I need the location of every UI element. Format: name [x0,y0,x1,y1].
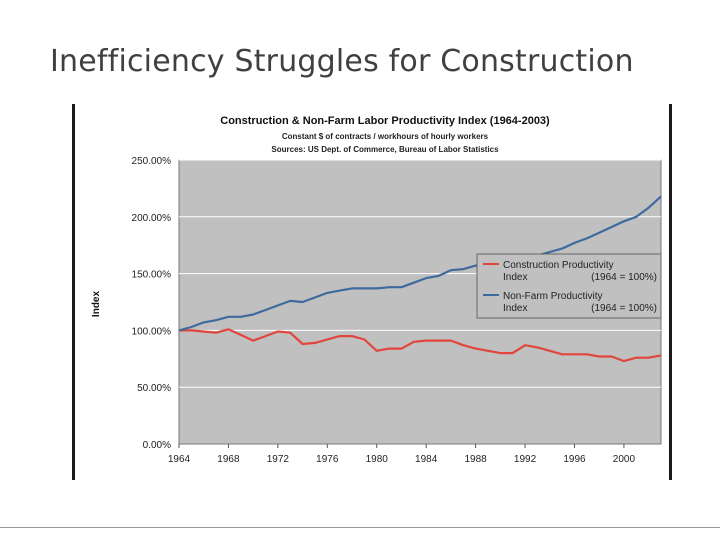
x-tick-label: 1992 [514,454,537,465]
legend-label: (1964 = 100%) [591,272,657,283]
x-tick-label: 1964 [168,454,191,465]
chart-subtitle-line-1: Constant $ of contracts / workhours of h… [282,132,489,141]
y-tick-label: 200.00% [132,213,172,224]
x-tick-label: 1972 [267,454,290,465]
x-tick-label: 1980 [366,454,389,465]
productivity-line-chart: Construction & Non-Farm Labor Productivi… [91,115,662,465]
legend-label: Non-Farm Productivity [503,291,602,302]
x-tick-label: 1988 [464,454,487,465]
legend-label: Index [503,272,527,283]
chart-subtitle-line-2: Sources: US Dept. of Commerce, Bureau of… [271,145,499,154]
x-tick-label: 2000 [613,454,636,465]
x-tick-label: 1976 [316,454,339,465]
bottom-rule [0,527,720,528]
x-tick-label: 1968 [217,454,240,465]
slide-title: Inefficiency Struggles for Construction [50,44,634,79]
y-tick-label: 0.00% [143,440,171,451]
y-tick-label: 150.00% [132,270,172,281]
chart-frame: Construction & Non-Farm Labor Productivi… [72,104,672,480]
x-tick-label: 1984 [415,454,438,465]
legend-box [476,253,662,319]
y-tick-label: 50.00% [137,383,171,394]
legend-label: (1964 = 100%) [591,303,657,314]
y-tick-label: 100.00% [132,326,172,337]
chart-title: Construction & Non-Farm Labor Productivi… [220,115,550,127]
series-line-construction [179,328,662,363]
y-tick-label: 250.00% [132,156,172,167]
legend-label: Construction Productivity [503,260,614,271]
series-line-non-farm [178,195,662,332]
legend-label: Index [503,303,527,314]
y-axis-label: Index [91,291,102,318]
x-tick-label: 1996 [563,454,586,465]
